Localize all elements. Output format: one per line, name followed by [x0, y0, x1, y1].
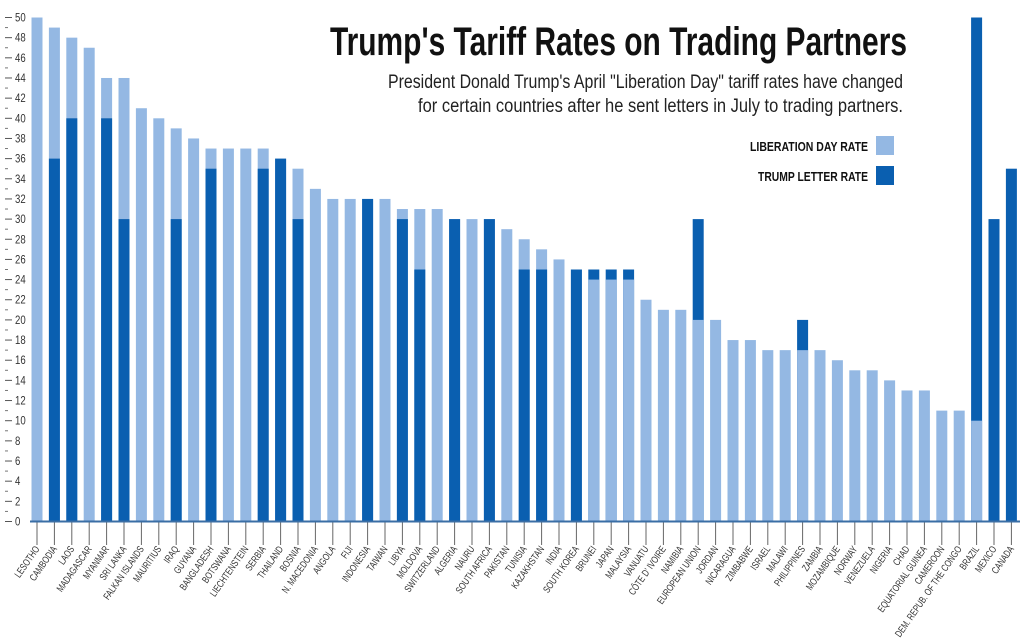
bar-liberation-day — [971, 420, 983, 522]
bars — [31, 17, 1017, 522]
bar-liberation-day — [710, 319, 722, 522]
y-tick-label: 34 — [15, 173, 26, 186]
y-tick-label: 14 — [15, 374, 26, 387]
y-tick-label: 38 — [15, 133, 26, 146]
y-tick-label: 0 — [15, 516, 20, 529]
bar-liberation-day — [553, 259, 565, 522]
x-axis: LESOTHOCAMBODIALAOSMADAGASCARMYANMARSRI … — [12, 520, 1020, 639]
bar-trump-letter — [518, 269, 530, 522]
legend-label-trump-letter: TRUMP LETTER RATE — [758, 169, 868, 184]
y-tick-label: 22 — [15, 294, 26, 307]
y-tick-label: 2 — [15, 495, 20, 508]
bar-liberation-day — [744, 340, 756, 522]
legend-swatch-trump-letter — [876, 166, 894, 185]
bar-liberation-day — [901, 390, 913, 522]
bar-trump-letter — [362, 198, 374, 522]
bar-liberation-day — [849, 370, 861, 522]
bar-liberation-day — [623, 279, 635, 522]
bar-liberation-day — [692, 319, 704, 522]
bar-trump-letter — [66, 118, 78, 522]
y-tick-label: 36 — [15, 153, 26, 166]
bar-liberation-day — [918, 390, 930, 522]
bar-liberation-day — [153, 118, 165, 522]
y-tick-label: 18 — [15, 334, 26, 347]
legend: LIBERATION DAY RATE TRUMP LETTER RATE — [750, 136, 894, 185]
bar-liberation-day — [83, 47, 95, 522]
bar-liberation-day — [762, 350, 774, 522]
chart-subtitle-line-2: for certain countries after he sent lett… — [418, 96, 903, 117]
bar-liberation-day — [866, 370, 878, 522]
bar-trump-letter — [414, 269, 426, 522]
legend-swatch-liberation-day — [876, 136, 894, 155]
bar-liberation-day — [727, 340, 739, 522]
y-tick-label: 12 — [15, 395, 26, 408]
bar-trump-letter — [971, 17, 983, 522]
bar-liberation-day — [222, 148, 234, 522]
y-tick-label: 32 — [15, 193, 26, 206]
bar-liberation-day — [501, 229, 513, 522]
chart-subtitle-line-1: President Donald Trump's April "Liberati… — [388, 72, 903, 93]
bar-liberation-day — [431, 209, 443, 522]
bar-liberation-day — [240, 148, 252, 522]
y-tick-label: 16 — [15, 354, 26, 367]
bar-trump-letter — [536, 269, 548, 522]
bar-liberation-day — [605, 279, 617, 522]
bar-liberation-day — [135, 108, 147, 522]
y-tick-label: 6 — [15, 455, 20, 468]
bar-liberation-day — [344, 198, 356, 522]
bar-trump-letter — [1005, 168, 1017, 522]
y-tick-label: 4 — [15, 475, 20, 488]
y-tick-label: 24 — [15, 274, 26, 287]
legend-label-liberation-day: LIBERATION DAY RATE — [750, 139, 868, 154]
y-tick-label: 50 — [15, 12, 26, 25]
bar-liberation-day — [379, 198, 391, 522]
y-tick-label: 40 — [15, 112, 26, 125]
bar-trump-letter — [170, 219, 182, 522]
y-axis: 0246810121416182022242628303234363840424… — [5, 12, 26, 529]
y-tick-label: 44 — [15, 72, 26, 85]
bar-liberation-day — [814, 350, 826, 522]
y-tick-label: 30 — [15, 213, 26, 226]
bar-trump-letter — [257, 168, 269, 522]
bar-liberation-day — [327, 198, 339, 522]
bar-trump-letter — [570, 269, 582, 522]
bar-trump-letter — [275, 158, 287, 522]
bar-trump-letter — [118, 219, 130, 522]
y-tick-label: 8 — [15, 435, 20, 448]
y-tick-label: 48 — [15, 32, 26, 45]
bar-liberation-day — [675, 309, 687, 522]
y-tick-label: 26 — [15, 253, 26, 266]
bar-liberation-day — [31, 17, 43, 522]
bar-liberation-day — [188, 138, 200, 522]
bar-liberation-day — [884, 380, 896, 522]
bar-liberation-day — [953, 410, 965, 522]
bar-liberation-day — [831, 360, 843, 522]
bar-liberation-day — [466, 219, 478, 522]
bar-trump-letter — [101, 118, 113, 522]
y-tick-label: 28 — [15, 233, 26, 246]
bar-liberation-day — [936, 410, 948, 522]
bar-trump-letter — [48, 158, 60, 522]
y-tick-label: 42 — [15, 92, 26, 105]
bar-trump-letter — [292, 219, 304, 522]
bar-trump-letter — [396, 219, 408, 522]
bar-liberation-day — [309, 188, 321, 522]
y-tick-label: 20 — [15, 314, 26, 327]
bar-liberation-day — [657, 309, 669, 522]
bar-trump-letter — [988, 219, 1000, 522]
chart-title: Trump's Tariff Rates on Trading Partners — [330, 20, 907, 64]
bar-trump-letter — [449, 219, 461, 522]
y-tick-label: 46 — [15, 52, 26, 65]
bar-liberation-day — [779, 350, 791, 522]
bar-trump-letter — [205, 168, 217, 522]
y-tick-label: 10 — [15, 415, 26, 428]
bar-trump-letter — [483, 219, 495, 522]
bar-liberation-day — [588, 279, 600, 522]
bar-liberation-day — [640, 299, 652, 522]
bar-liberation-day — [797, 350, 809, 522]
